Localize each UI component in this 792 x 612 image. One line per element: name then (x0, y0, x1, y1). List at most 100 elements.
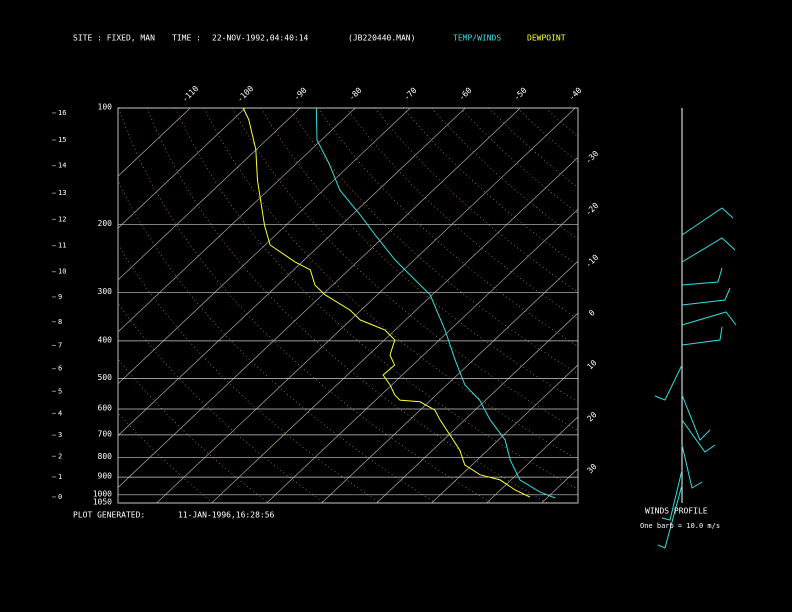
dry-adiabat (118, 243, 381, 503)
isotherm-label: -90 (292, 86, 309, 103)
isotherm-label: -50 (512, 86, 529, 103)
isotherm (211, 156, 578, 503)
dry-adiabat (516, 108, 578, 163)
dry-adiabat (118, 412, 214, 503)
isotherm-label: -80 (347, 86, 364, 103)
dry-adiabat (545, 108, 578, 138)
isotherm (541, 468, 578, 503)
dry-adiabat (488, 108, 578, 189)
pressure-label: 500 (98, 373, 113, 382)
legend-entry: DEWPOINT (527, 34, 566, 43)
dry-adiabat (459, 108, 578, 214)
height-label: 6 (58, 365, 62, 373)
winds-note: One barb = 10.0 m/s (640, 522, 720, 530)
isotherm (118, 108, 301, 281)
height-label: 13 (58, 189, 66, 197)
dry-adiabat (573, 108, 578, 112)
wind-barb (654, 364, 683, 401)
height-label: 7 (58, 341, 62, 349)
isotherm-label: -20 (584, 201, 601, 218)
isotherm-label: -30 (584, 149, 601, 166)
profile-line (315, 107, 556, 499)
isotherm-label: 0 (587, 308, 597, 318)
height-label: 12 (58, 215, 66, 223)
dry-adiabat (346, 108, 578, 320)
pressure-label: 1050 (93, 498, 112, 507)
dry-adiabat (203, 108, 578, 461)
dry-adiabat (260, 108, 578, 403)
isotherm-label: -10 (584, 253, 601, 270)
height-label: 11 (58, 242, 66, 250)
isotherm-label: -40 (567, 86, 584, 103)
dry-adiabat (232, 108, 578, 431)
height-label: 8 (58, 318, 62, 326)
isotherm-label: 30 (585, 462, 598, 475)
wind-barb (657, 484, 683, 549)
pressure-label: 200 (98, 219, 113, 228)
dry-adiabat (374, 108, 578, 293)
plot: -110 -100 -90 -80 -70 -60 -50 -40-30-20-1001020… (52, 84, 600, 507)
height-label: 9 (58, 293, 62, 301)
isotherm-label: -100 (235, 84, 255, 104)
legend-entry: TEMP/WINDS (453, 34, 501, 43)
dry-adiabat (118, 302, 325, 503)
footer-label: PLOT GENERATED: (73, 511, 145, 520)
wind-barb (681, 326, 723, 346)
wind-barb (681, 444, 703, 489)
dry-adiabat (175, 108, 578, 490)
pressure-label: 600 (98, 403, 113, 412)
isotherm-label: -110 (180, 84, 200, 104)
pressure-label: 700 (98, 429, 113, 438)
height-label: 3 (58, 431, 62, 439)
wind-profile (654, 108, 737, 549)
isotherm-label: -60 (457, 86, 474, 103)
isotherm (266, 208, 578, 503)
pressure-label: 300 (98, 287, 113, 296)
wind-barb (681, 267, 723, 286)
time: 22-NOV-1992,04:40:14 (212, 34, 309, 43)
time-label: TIME : (172, 34, 201, 43)
profile-line (242, 107, 531, 498)
dry-adiabat (118, 108, 492, 503)
isotherm (118, 108, 356, 333)
height-label: 14 (58, 162, 66, 170)
wind-barb (681, 287, 731, 306)
isotherm (321, 260, 578, 503)
isotherm (118, 108, 191, 177)
height-label: 10 (58, 268, 66, 276)
background-lines (118, 108, 792, 503)
height-label: 1 (58, 473, 62, 481)
isotherm (156, 108, 576, 503)
pressure-label: 100 (98, 103, 113, 112)
footer-time: 11-JAN-1996,16:28:56 (178, 511, 275, 520)
wind-barb (681, 394, 711, 441)
isotherm (118, 108, 411, 385)
height-label: 16 (58, 109, 66, 117)
height-label: 5 (58, 387, 62, 395)
pressure-label: 1000 (93, 489, 112, 498)
pressure-label: 900 (98, 472, 113, 481)
dry-adiabat (603, 108, 792, 503)
dry-adiabat (660, 108, 792, 503)
dry-adiabat (317, 108, 578, 347)
dry-adiabat (118, 179, 437, 503)
isotherm-label: 20 (585, 410, 598, 423)
height-label: 0 (58, 493, 62, 501)
isotherm (376, 312, 578, 503)
wind-barb (681, 311, 737, 326)
isotherm (486, 416, 578, 503)
pressure-label: 800 (98, 452, 113, 461)
isotherm (118, 108, 466, 437)
wind-barb (681, 207, 734, 236)
winds-title: WINDS PROFILE (645, 507, 708, 516)
wind-barb (661, 469, 683, 521)
isotherm (118, 108, 246, 229)
isotherm-label: -70 (402, 86, 419, 103)
wind-barb (681, 237, 736, 263)
site: SITE : FIXED, MAN (73, 34, 155, 43)
isotherm (118, 108, 521, 489)
dry-adiabat (118, 358, 269, 503)
height-label: 2 (58, 452, 62, 460)
